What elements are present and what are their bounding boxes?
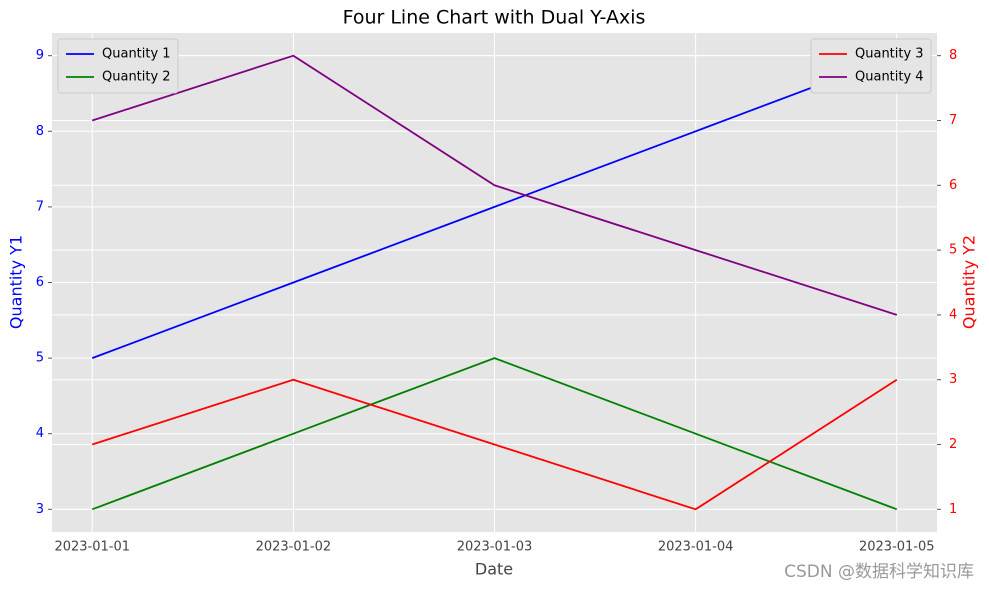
y-tick-label: 3 [36, 502, 44, 517]
y2-tick-label: 1 [949, 502, 957, 517]
x-tick-label: 2023-01-03 [457, 540, 533, 555]
y-tick-label: 4 [36, 426, 44, 441]
data-line [91, 54, 898, 359]
y-tick-label: 8 [36, 124, 44, 139]
y2-tick-label: 6 [949, 178, 957, 193]
y-axis-label: Quantity Y1 [7, 235, 26, 329]
y2-tick-label: 2 [949, 437, 957, 452]
data-line [91, 357, 898, 511]
y-tick-label: 6 [36, 275, 44, 290]
y-tick-label: 7 [36, 199, 44, 214]
x-axis-label: Date [475, 560, 513, 579]
data-line [91, 378, 898, 511]
x-tick-label: 2023-01-01 [54, 540, 130, 555]
legend-box [810, 38, 932, 94]
legend-label: Quantity 2 [102, 70, 171, 85]
x-tick-label: 2023-01-05 [859, 540, 935, 555]
y2-tick-label: 5 [949, 243, 957, 258]
data-line [91, 54, 898, 316]
legend-label: Quantity 4 [855, 70, 924, 85]
y2-tick-label: 8 [949, 48, 957, 63]
y2-axis-label: Quantity Y2 [960, 235, 979, 329]
y2-tick-label: 4 [949, 307, 957, 322]
y-tick-label: 9 [36, 48, 44, 63]
y2-tick-label: 3 [949, 372, 957, 387]
y2-tick-label: 7 [949, 113, 957, 128]
legend-label: Quantity 1 [102, 47, 171, 62]
chart-title: Four Line Chart with Dual Y-Axis [343, 7, 646, 29]
legend-label: Quantity 3 [855, 47, 924, 62]
x-tick-label: 2023-01-04 [658, 540, 734, 555]
legend-box [57, 38, 179, 94]
watermark: CSDN @数据科学知识库 [784, 562, 974, 582]
x-tick-label: 2023-01-02 [256, 540, 332, 555]
y-tick-label: 5 [36, 351, 44, 366]
